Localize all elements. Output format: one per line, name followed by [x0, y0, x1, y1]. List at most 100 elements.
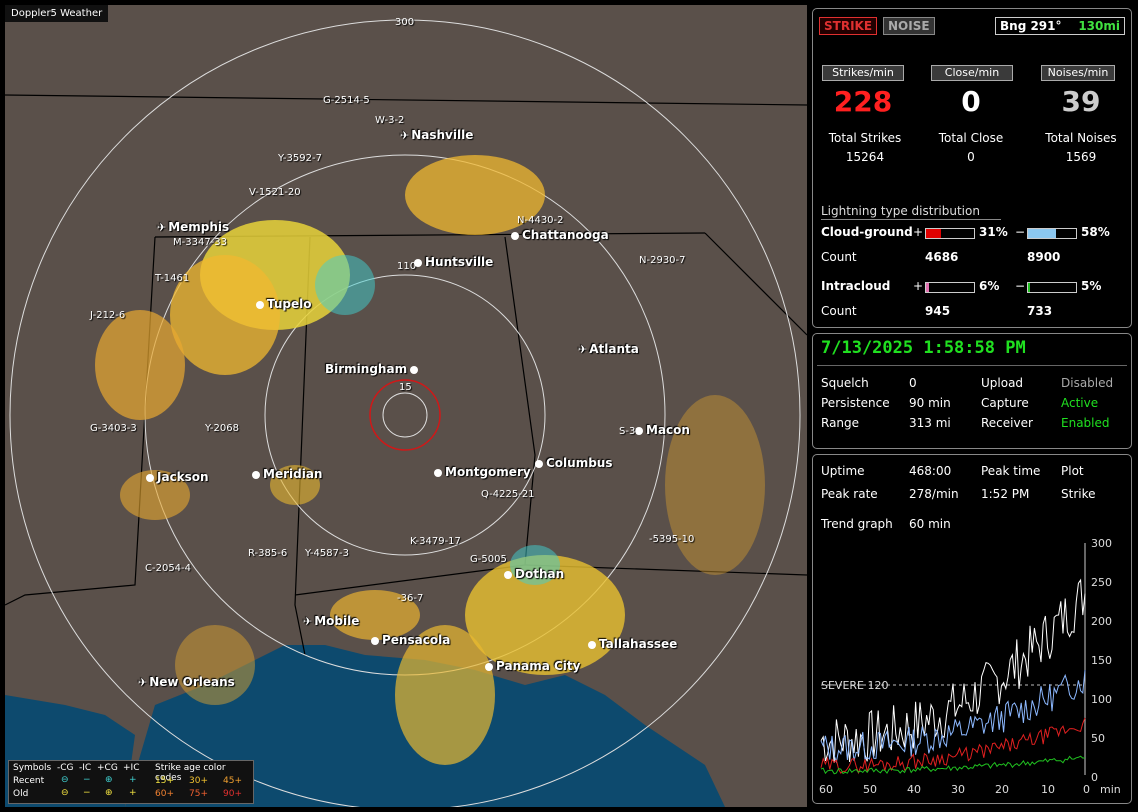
- ic-minus-sign: −: [1015, 279, 1026, 293]
- x-unit: min: [1100, 783, 1121, 796]
- y-tick: 250: [1091, 576, 1112, 589]
- range-value[interactable]: 313 mi: [909, 416, 951, 430]
- legend-old-label: Old: [13, 789, 29, 799]
- city-dot-icon: [504, 570, 512, 579]
- close-per-min-header: Close/min: [931, 65, 1013, 81]
- city-huntsville: Huntsville: [411, 255, 493, 269]
- total-strike-series: [820, 578, 1086, 763]
- pos-cg-recent-icon: ⊕: [105, 775, 113, 785]
- city-dot-icon: [252, 470, 260, 479]
- cg-positive-bar: [925, 228, 975, 239]
- trend-graph-value[interactable]: 60 min: [909, 517, 951, 531]
- age-code: 60+: [155, 789, 174, 799]
- ic-negative-bar: [1027, 282, 1077, 293]
- squelch-value[interactable]: 0: [909, 376, 917, 390]
- storm-id[interactable]: N-2930-7: [639, 255, 686, 266]
- age-code: 45+: [223, 776, 242, 786]
- city-dot-icon: [635, 426, 643, 435]
- pos-ic-recent-icon: +: [129, 775, 137, 785]
- city-montgomery: Montgomery: [431, 465, 531, 479]
- strikes-per-min-header: Strikes/min: [822, 65, 904, 81]
- upload-label: Upload: [981, 376, 1024, 390]
- intracloud-series: [820, 755, 1086, 775]
- pos-cg-old-icon: ⊕: [105, 788, 113, 798]
- storm-id[interactable]: T-1461: [155, 273, 190, 284]
- range-label-inner: 15: [399, 382, 412, 393]
- capture-status[interactable]: Active: [1061, 396, 1099, 410]
- receiver-status[interactable]: Enabled: [1061, 416, 1110, 430]
- legend-symbols-label: Symbols: [13, 763, 52, 773]
- city-tupelo: Tupelo: [253, 297, 312, 311]
- pos-ic-old-icon: +: [129, 788, 137, 798]
- capture-label: Capture: [981, 396, 1029, 410]
- storm-id[interactable]: J-212-6: [90, 310, 126, 321]
- storm-id[interactable]: -5395-10: [649, 534, 695, 545]
- age-code: 30+: [189, 776, 208, 786]
- cg-minus-sign: −: [1015, 225, 1026, 239]
- age-code: 90+: [223, 789, 242, 799]
- storm-id[interactable]: M-3347-33: [173, 237, 228, 248]
- storm-id[interactable]: G-2514-5: [323, 95, 370, 106]
- total-close-label: Total Close: [938, 131, 1004, 145]
- storm-id[interactable]: -36-7: [397, 593, 424, 604]
- noises-per-min-value: 39: [1061, 85, 1101, 118]
- legend-col: -IC: [79, 763, 92, 773]
- plot-value[interactable]: Strike: [1061, 487, 1096, 501]
- strike-button[interactable]: STRIKE: [819, 17, 878, 35]
- y-tick: 50: [1091, 732, 1105, 745]
- city-dot-icon: [256, 300, 264, 309]
- upload-status[interactable]: Disabled: [1061, 376, 1114, 390]
- storm-id[interactable]: N-4430-2: [517, 215, 564, 226]
- city-memphis: ✈ Memphis: [157, 220, 230, 234]
- city-mobile: ✈ Mobile: [303, 614, 360, 628]
- divider: [817, 365, 1127, 366]
- storm-id[interactable]: C-2054-4: [145, 563, 192, 574]
- bearing-value: Bng 291°: [1000, 19, 1062, 33]
- noises-per-min-header: Noises/min: [1041, 65, 1115, 81]
- neg-cg-recent-icon: ⊖: [61, 775, 69, 785]
- x-tick: 30: [951, 783, 965, 796]
- age-code: 15+: [155, 776, 174, 786]
- storm-id[interactable]: R-385-6: [248, 548, 288, 559]
- status-panel: 7/13/2025 1:58:58 PM Squelch 0 Upload Di…: [812, 333, 1132, 449]
- storm-id[interactable]: V-1521-20: [249, 187, 301, 198]
- city-panama-city: Panama City: [482, 659, 580, 673]
- storm-id[interactable]: G-3403-3: [90, 423, 137, 434]
- storm-id[interactable]: K-3479-17: [410, 536, 461, 547]
- divider: [821, 219, 1001, 220]
- city-columbus: Columbus: [532, 456, 613, 470]
- total-close-value: 0: [967, 150, 975, 164]
- city-tallahassee: Tallahassee: [585, 637, 677, 651]
- city-pensacola: Pensacola: [368, 633, 450, 647]
- bearing-display: Bng 291° 130mi: [995, 17, 1125, 35]
- city-nashville: ✈ Nashville: [400, 128, 474, 142]
- squelch-label: Squelch: [821, 376, 869, 390]
- cg-negative-bar: [1027, 228, 1077, 239]
- cg-plus-sign: +: [913, 225, 924, 239]
- legend-col: -CG: [57, 763, 74, 773]
- storm-id[interactable]: Y-3592-7: [278, 153, 322, 164]
- noise-button[interactable]: NOISE: [883, 17, 935, 35]
- y-tick: 100: [1091, 693, 1112, 706]
- storm-id[interactable]: G-5005: [470, 554, 507, 565]
- peak-rate-value: 278/min: [909, 487, 959, 501]
- persistence-value[interactable]: 90 min: [909, 396, 951, 410]
- storm-id[interactable]: Y-4587-3: [305, 548, 349, 559]
- persistence-label: Persistence: [821, 396, 890, 410]
- lightning-map[interactable]: Doppler5 Weather 300 110 15 ✈ Nashville ✈…: [5, 5, 807, 807]
- ic-positive-count: 945: [925, 304, 951, 318]
- legend-recent-label: Recent: [13, 776, 45, 786]
- airplane-icon: ✈: [578, 343, 588, 356]
- range-label-outer: 300: [395, 17, 415, 28]
- neg-cg-old-icon: ⊖: [61, 788, 69, 798]
- x-tick: 0: [1083, 783, 1090, 796]
- city-dot-icon: [511, 231, 519, 240]
- city-dot-icon: [434, 468, 442, 477]
- storm-id[interactable]: Q-4225-21: [481, 489, 535, 500]
- storm-id[interactable]: S-3: [619, 426, 636, 437]
- strikes-per-min-value: 228: [833, 85, 893, 118]
- range-label-mid: 110: [397, 261, 417, 272]
- storm-id[interactable]: Y-2068: [205, 423, 239, 434]
- storm-id[interactable]: W-3-2: [375, 115, 405, 126]
- airplane-icon: ✈: [138, 676, 148, 689]
